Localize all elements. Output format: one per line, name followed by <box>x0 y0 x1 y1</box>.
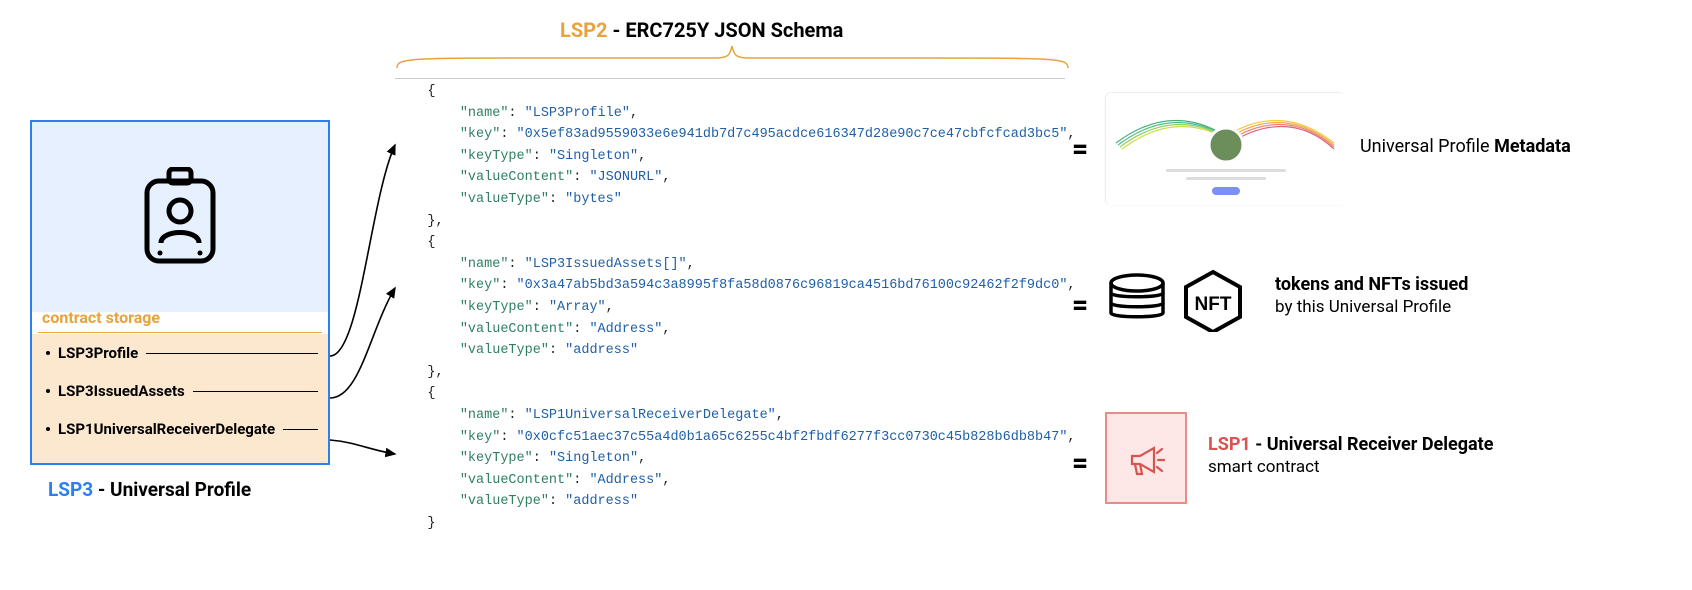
contract-top <box>32 122 328 312</box>
equals-sign: = <box>1072 132 1088 165</box>
id-card-icon <box>141 167 219 267</box>
storage-item: LSP3IssuedAssets <box>32 372 328 410</box>
connector-line <box>283 429 318 430</box>
metadata-label: Universal Profile Metadata <box>1360 136 1571 157</box>
lsp1-rest: - Universal Receiver Delegate <box>1251 434 1494 455</box>
title-rest: - ERC725Y JSON Schema <box>608 18 844 42</box>
equals-sign: = <box>1072 446 1088 479</box>
lsp1-label: LSP1 - Universal Receiver Delegate smart… <box>1208 434 1493 477</box>
megaphone-icon <box>1124 436 1168 480</box>
storage-item-label: LSP1UniversalReceiverDelegate <box>58 420 275 438</box>
page-title: LSP2 - ERC725Y JSON Schema <box>560 18 843 42</box>
bullet-icon <box>46 427 50 431</box>
storage-item-label: LSP3IssuedAssets <box>58 382 185 400</box>
storage-item-label: LSP3Profile <box>58 344 138 362</box>
metadata-prefix: Universal Profile <box>1360 136 1494 157</box>
contract-caption: LSP3 - Universal Profile <box>48 478 251 501</box>
lsp1-sub: smart contract <box>1208 457 1493 477</box>
tokens-icons: NFT <box>1105 268 1255 336</box>
storage-divider <box>38 332 322 333</box>
tokens-bold: tokens and NFTs issued <box>1275 274 1468 295</box>
connector-line <box>193 391 318 392</box>
connector-line <box>146 353 318 354</box>
caption-accent: LSP3 <box>48 478 93 501</box>
tokens-label: tokens and NFTs issued by this Universal… <box>1275 274 1468 317</box>
equals-sign: = <box>1072 288 1088 321</box>
storage-label: contract storage <box>42 308 160 327</box>
lsp1-box <box>1105 412 1187 504</box>
profile-metadata-card <box>1105 92 1345 204</box>
storage-item: LSP1UniversalReceiverDelegate <box>32 410 328 448</box>
bullet-icon <box>46 351 50 355</box>
lsp1-accent: LSP1 <box>1208 434 1251 455</box>
contract-bottom: LSP3Profile LSP3IssuedAssets LSP1Univers… <box>32 334 328 463</box>
svg-text:NFT: NFT <box>1195 294 1232 315</box>
metadata-bold: Metadata <box>1494 136 1571 157</box>
bullet-icon <box>46 389 50 393</box>
contract-box: contract storage LSP3Profile LSP3IssuedA… <box>30 120 330 465</box>
tokens-sub: by this Universal Profile <box>1275 297 1468 317</box>
caption-rest: - Universal Profile <box>93 478 251 501</box>
json-schema-block: { "name": "LSP3Profile", "key": "0x5ef83… <box>395 78 1065 534</box>
title-accent: LSP2 <box>560 18 608 42</box>
storage-item: LSP3Profile <box>32 334 328 372</box>
brace-decoration <box>395 44 1070 70</box>
